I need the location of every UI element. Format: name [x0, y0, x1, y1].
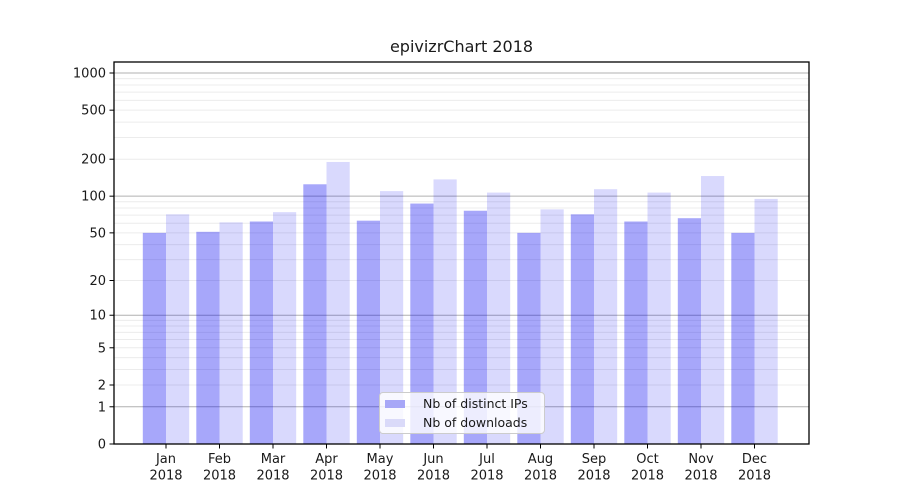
bar-downloads-dec [754, 198, 778, 444]
bar-downloads-aug [540, 209, 564, 444]
bar-downloads-apr [326, 161, 350, 444]
x-tick-label-apr: Apr [315, 452, 338, 467]
x-tick-label-sep: Sep [582, 452, 607, 467]
x-tick-year-jun: 2018 [417, 469, 450, 484]
y-tick-label-1: 1 [98, 400, 106, 415]
y-tick-label-1000: 1000 [73, 66, 106, 81]
bar-distinct-ips-dec [731, 232, 755, 444]
bar-distinct-ips-may [356, 220, 380, 444]
x-tick-label-nov: Nov [688, 452, 714, 467]
y-tick-label-50: 50 [89, 226, 106, 241]
y-tick-label-2: 2 [98, 379, 106, 394]
bar-downloads-jul [487, 192, 511, 444]
x-tick-year-sep: 2018 [577, 469, 610, 484]
y-tick-label-10: 10 [89, 309, 106, 324]
bar-distinct-ips-jun [410, 203, 434, 444]
x-tick-year-oct: 2018 [631, 469, 664, 484]
plot-border [113, 61, 810, 445]
y-tick-label-0: 0 [98, 438, 106, 453]
bar-distinct-ips-sep [570, 214, 594, 444]
bar-downloads-jan [166, 214, 190, 444]
bar-distinct-ips-feb [196, 231, 220, 444]
legend-swatch-distinct-ips [385, 399, 405, 408]
legend-label-distinct-ips: Nb of distinct IPs [423, 396, 528, 411]
bar-distinct-ips-oct [624, 221, 648, 444]
legend-swatch-downloads [385, 418, 405, 427]
bar-downloads-feb [219, 222, 243, 444]
bar-downloads-jun [433, 179, 457, 444]
bar-distinct-ips-jul [463, 210, 487, 444]
x-tick-year-jul: 2018 [470, 469, 503, 484]
x-tick-label-feb: Feb [208, 452, 231, 467]
x-tick-year-apr: 2018 [310, 469, 343, 484]
bar-downloads-sep [594, 189, 618, 444]
y-tick-label-200: 200 [81, 153, 106, 168]
x-tick-year-may: 2018 [363, 469, 396, 484]
bar-downloads-may [380, 191, 404, 444]
bar-distinct-ips-jan [142, 232, 166, 444]
legend-label-downloads: Nb of downloads [423, 415, 528, 430]
x-tick-label-oct: Oct [636, 452, 658, 467]
y-tick-label-5: 5 [98, 341, 106, 356]
x-tick-year-dec: 2018 [738, 469, 771, 484]
bar-distinct-ips-mar [249, 221, 273, 444]
legend-item-distinct-ips: Nb of distinct IPs [385, 396, 538, 411]
bar-distinct-ips-apr [303, 184, 327, 444]
bar-downloads-nov [701, 176, 725, 444]
x-tick-label-mar: Mar [261, 452, 286, 467]
x-tick-label-jul: Jul [478, 452, 495, 467]
x-tick-label-may: May [367, 452, 394, 467]
bar-downloads-mar [273, 212, 297, 444]
bar-distinct-ips-nov [677, 218, 701, 444]
x-tick-label-aug: Aug [528, 452, 553, 467]
x-tick-year-nov: 2018 [684, 469, 717, 484]
x-tick-year-feb: 2018 [203, 469, 236, 484]
x-tick-label-jan: Jan [155, 452, 176, 467]
x-tick-year-jan: 2018 [149, 469, 182, 484]
legend-item-downloads: Nb of downloads [385, 415, 538, 430]
legend: Nb of distinct IPs Nb of downloads [379, 392, 545, 434]
x-tick-label-dec: Dec [742, 452, 767, 467]
x-tick-year-mar: 2018 [256, 469, 289, 484]
y-tick-label-20: 20 [89, 274, 106, 289]
bar-downloads-oct [647, 192, 671, 444]
bar-distinct-ips-aug [517, 232, 541, 444]
y-tick-label-500: 500 [81, 104, 106, 119]
y-tick-label-100: 100 [81, 190, 106, 205]
x-tick-label-jun: Jun [422, 452, 443, 467]
chart-title: epivizrChart 2018 [389, 37, 534, 56]
x-tick-year-aug: 2018 [524, 469, 557, 484]
